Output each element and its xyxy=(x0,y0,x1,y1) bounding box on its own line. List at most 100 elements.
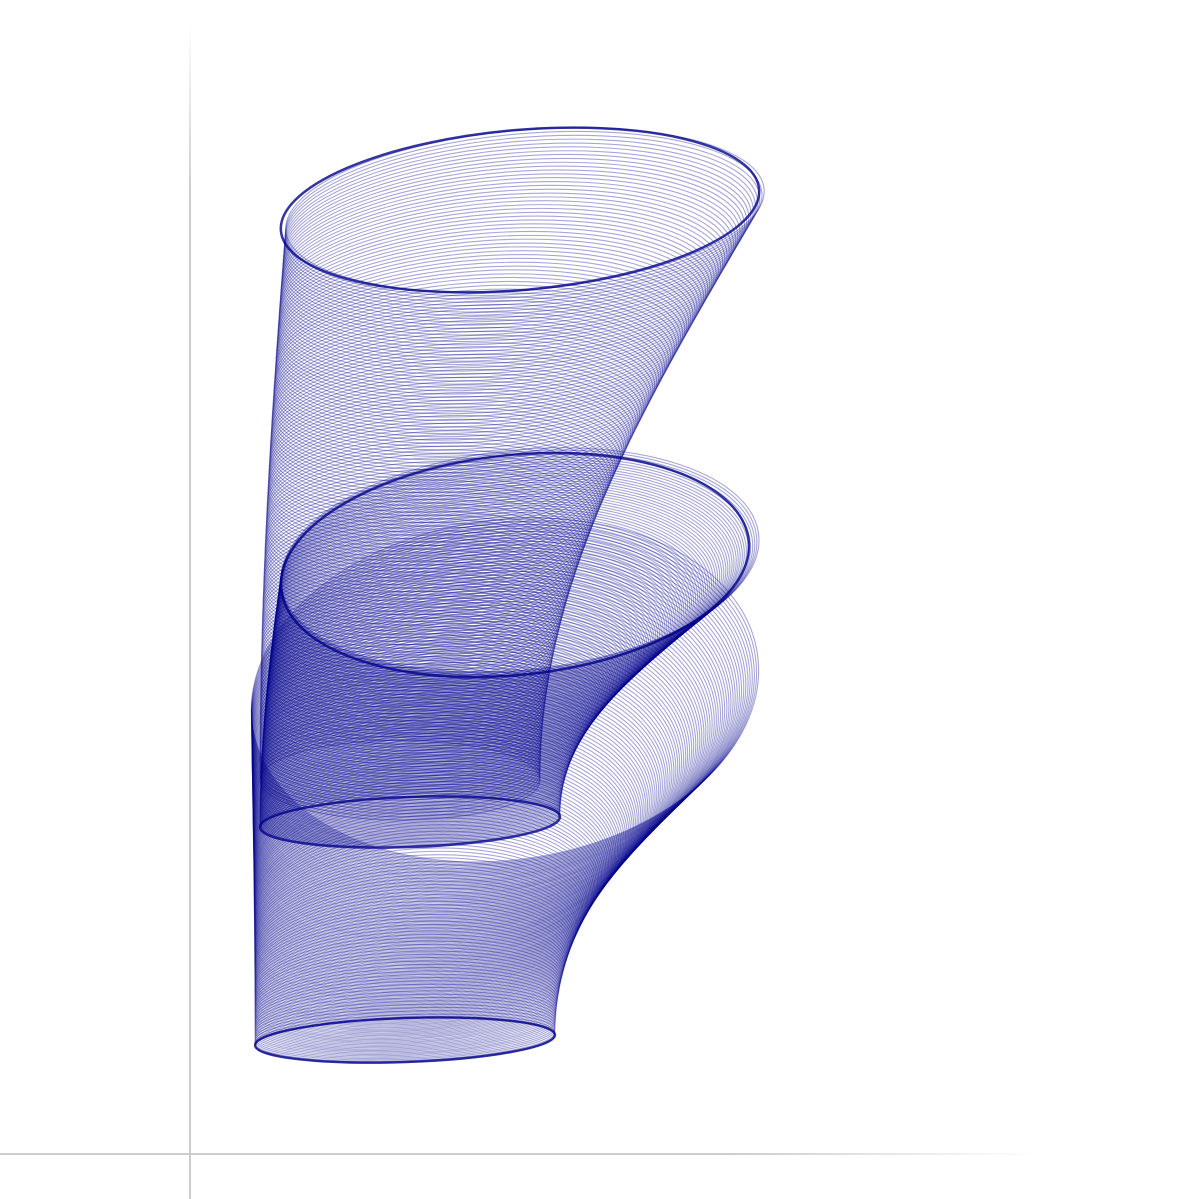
upper-funnel-loop xyxy=(267,414,615,540)
middle-funnel-loop xyxy=(260,717,573,809)
upper-funnel-loop xyxy=(262,537,571,646)
lower-funnel-loop xyxy=(251,547,741,875)
lower-funnel-loop xyxy=(251,590,713,892)
upper-funnel-loop xyxy=(273,303,668,444)
middle-funnel-loop xyxy=(275,495,717,697)
middle-funnel-loop xyxy=(262,682,586,791)
upper-funnel-loop xyxy=(280,200,724,356)
middle-funnel-loop xyxy=(274,514,701,707)
middle-funnel-loop xyxy=(268,578,648,739)
middle-funnel-loop xyxy=(267,590,640,745)
upper-funnel-loop xyxy=(278,230,707,382)
rim-ellipse xyxy=(253,1016,557,1064)
lower-funnel-loop xyxy=(253,790,605,972)
middle-funnel-loop xyxy=(278,463,745,681)
lower-funnel-loop xyxy=(251,564,730,882)
upper-funnel-loop xyxy=(261,594,557,695)
lower-funnel-loop xyxy=(251,610,701,900)
upper-funnel-loop xyxy=(261,567,563,672)
lower-funnel-loop xyxy=(250,524,755,866)
middle-funnel-loop xyxy=(276,488,723,694)
upper-funnel-loop xyxy=(272,330,654,467)
upper-funnel-loop xyxy=(269,388,627,517)
lower-funnel-loop xyxy=(252,694,652,934)
middle-funnel-loop xyxy=(259,760,563,831)
middle-funnel-loop xyxy=(269,562,661,731)
lower-funnel-loop xyxy=(251,537,747,871)
upper-funnel-loop xyxy=(268,411,616,537)
middle-funnel-loop xyxy=(277,481,729,691)
lower-funnel-loop xyxy=(254,960,559,1041)
upper-funnel-loop xyxy=(275,284,677,428)
lower-funnel-loop xyxy=(250,517,760,863)
middle-funnel-loop xyxy=(270,555,666,728)
lower-funnel-loop xyxy=(254,1006,556,1060)
middle-funnel-loop xyxy=(263,657,598,779)
upper-funnel-loop xyxy=(266,453,599,573)
middle-funnel-loop xyxy=(259,781,561,842)
middle-funnel-loop xyxy=(259,788,561,845)
upper-funnel-loop xyxy=(262,560,565,666)
upper-funnel-loop xyxy=(271,338,650,474)
upper-funnel-loop xyxy=(261,586,558,689)
upper-funnel-loop xyxy=(272,334,652,471)
lower-funnel-loop xyxy=(254,887,573,1011)
lower-funnel-loop xyxy=(254,903,569,1018)
middle-funnel-loop xyxy=(264,641,607,771)
middle-funnel-loop xyxy=(259,756,564,829)
upper-funnel-loop xyxy=(261,579,560,682)
middle-funnel-loop xyxy=(268,576,650,738)
upper-funnel-loop xyxy=(262,548,568,656)
lower-funnel-loop xyxy=(251,540,745,872)
upper-funnel-loop xyxy=(270,365,637,497)
upper-funnel-loop xyxy=(263,518,576,629)
lower-funnel-loop xyxy=(252,627,691,907)
middle-funnel-loop xyxy=(272,537,681,718)
middle-funnel-loop xyxy=(260,714,573,808)
lower-funnel-loop xyxy=(254,867,578,1003)
middle-funnel-loop xyxy=(263,648,603,774)
lower-funnel-loop xyxy=(252,660,671,920)
middle-funnel-loop xyxy=(263,655,599,777)
lower-funnel-loop xyxy=(252,670,665,924)
lower-funnel-loop xyxy=(254,923,565,1026)
lower-funnel-loop xyxy=(254,880,574,1009)
middle-funnel-loop xyxy=(276,484,727,692)
lower-funnel-loop xyxy=(251,624,693,906)
upper-funnel-loop xyxy=(276,265,688,412)
lower-funnel-loop xyxy=(250,520,758,864)
middle-funnel-loop xyxy=(277,479,731,689)
lower-funnel-loop xyxy=(253,810,597,980)
lower-funnel-loop xyxy=(253,797,603,975)
upper-funnel-loop xyxy=(259,678,544,768)
upper-funnel-loop xyxy=(269,380,630,510)
middle-funnel-loop xyxy=(268,588,641,744)
upper-funnel-loop xyxy=(267,422,612,547)
lower-funnel-loop xyxy=(251,587,715,891)
middle-funnel-loop xyxy=(259,772,562,837)
upper-funnel-loop xyxy=(282,161,746,323)
lower-funnel-loop xyxy=(254,933,563,1030)
middle-funnel-loop xyxy=(278,465,743,683)
middle-funnel-loop xyxy=(264,645,604,773)
middle-funnel-loop xyxy=(262,680,587,790)
middle-funnel-loop xyxy=(260,712,574,807)
middle-funnel-loop xyxy=(266,608,627,754)
middle-funnel-loop xyxy=(278,470,739,685)
lower-funnel-loop xyxy=(253,777,611,967)
middle-funnel-loop xyxy=(260,724,571,812)
upper-funnel-loop xyxy=(279,211,717,366)
upper-funnel-loop xyxy=(274,299,670,441)
lower-funnel-loop xyxy=(251,557,734,879)
middle-funnel-loop xyxy=(270,553,668,726)
middle-funnel-loop xyxy=(265,620,619,760)
curve-group xyxy=(250,126,765,1064)
middle-funnel-loop xyxy=(263,650,601,775)
upper-funnel-loop xyxy=(272,323,658,461)
upper-funnel-loop xyxy=(261,575,561,679)
upper-funnel-loop xyxy=(259,705,542,791)
upper-funnel-loop xyxy=(274,288,675,431)
upper-funnel-loop xyxy=(260,617,552,715)
lower-funnel-loop xyxy=(251,607,703,899)
lower-funnel-loop xyxy=(254,850,583,996)
